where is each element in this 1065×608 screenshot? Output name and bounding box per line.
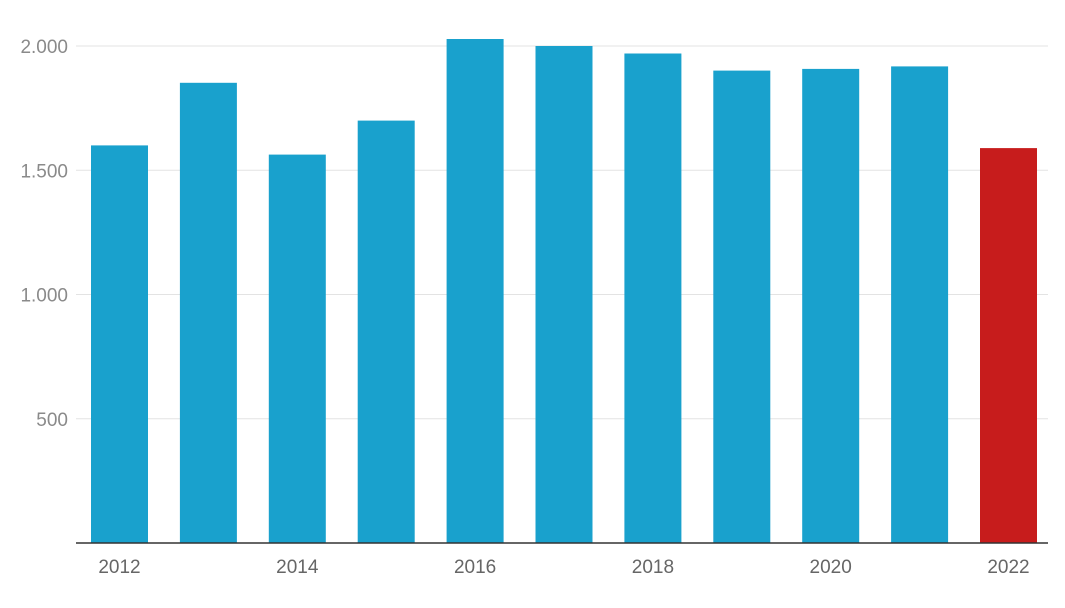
bar-2022 [980, 148, 1037, 543]
bar-2020 [802, 68, 860, 544]
bar-2021 [891, 66, 949, 544]
x-tick-label: 2012 [98, 557, 140, 578]
x-tick-label: 2022 [987, 557, 1029, 578]
bars [91, 39, 1037, 544]
x-tick-label: 2020 [810, 557, 852, 578]
bar-2013 [179, 82, 237, 544]
bar-2019 [713, 70, 771, 543]
y-tick-label: 500 [36, 410, 68, 431]
bar-2018 [624, 53, 682, 543]
y-tick-label: 1.000 [20, 286, 68, 307]
x-tick-label: 2018 [632, 557, 674, 578]
bar-2017 [535, 46, 593, 543]
x-tick-label: 2016 [454, 557, 496, 578]
bar-2015 [357, 120, 415, 543]
bar-2014 [268, 154, 326, 543]
y-axis-labels: 500 1.000 1.500 2.000 [20, 37, 68, 431]
bar-2016 [446, 39, 504, 543]
bar-2012 [91, 145, 148, 543]
x-tick-label: 2014 [276, 557, 319, 578]
y-tick-label: 1.500 [20, 161, 68, 182]
y-tick-label: 2.000 [20, 37, 68, 58]
x-axis-labels: 2012 2014 2016 2018 2020 2022 [98, 557, 1029, 578]
